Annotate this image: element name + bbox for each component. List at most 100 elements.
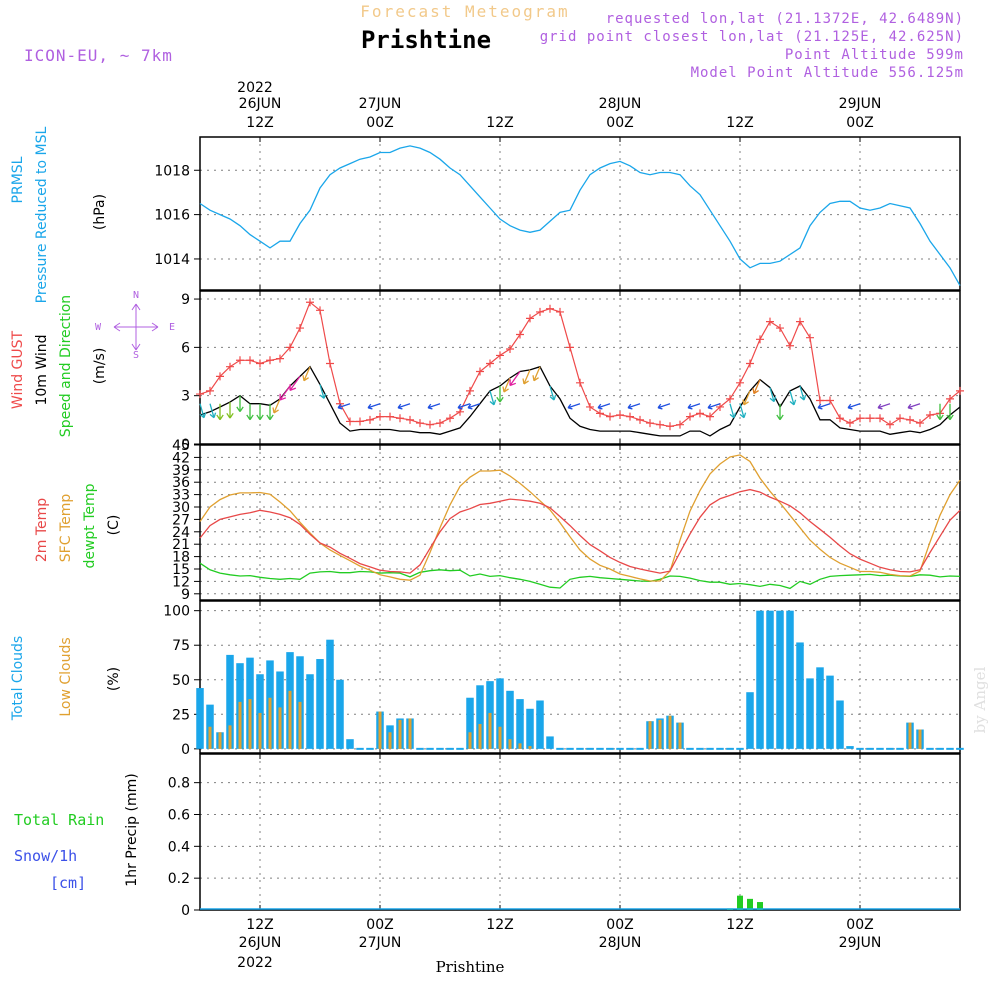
precip-bar: [737, 895, 743, 910]
sfc-temp-series-line: [199, 454, 961, 582]
gust-marker: [726, 394, 734, 403]
wind-direction-arrow: [266, 403, 274, 421]
gust-marker: [646, 419, 654, 428]
y-tick-label: 0.4: [168, 839, 190, 855]
wind-direction-arrow: [289, 375, 301, 391]
wind-direction-arrow: [567, 403, 581, 410]
supertitle: Forecast Meteogram: [360, 2, 569, 21]
wind-direction-arrow: [769, 387, 777, 403]
low-cloud-bar: [228, 725, 232, 749]
gust-marker: [556, 307, 564, 316]
bottom-hour-label: 00Z: [366, 917, 393, 933]
wind-direction-arrow: [467, 403, 481, 410]
total-cloud-bar: [306, 674, 314, 749]
gust-marker: [366, 415, 374, 424]
pressure-panel-labels: PRMSL Pressure Reduced to MSL (hPa): [10, 126, 108, 303]
point-altitude: Point Altitude 599m: [785, 47, 964, 63]
y-tick-label: 0.2: [168, 871, 190, 887]
total-cloud-bar: [846, 746, 854, 749]
total-cloud-bar: [746, 692, 754, 749]
wind-direction-arrow: [236, 395, 244, 413]
low-cloud-bar: [238, 701, 242, 749]
low-cloud-bar: [508, 739, 512, 749]
pressure-series-line: [199, 145, 961, 286]
low-cloud-bar: [208, 726, 212, 749]
wind-direction-arrow: [532, 366, 541, 382]
low-cloud-bar: [498, 726, 502, 749]
gust-marker: [566, 343, 574, 352]
gust-label: Wind GUST: [10, 330, 26, 409]
dewpoint-series-line: [199, 562, 961, 590]
temp-panel-labels: 2m Temp SFC Temp dewpt Temp (C): [34, 483, 122, 568]
total-cloud-bar: [776, 610, 784, 749]
gust-marker: [526, 314, 534, 323]
sfc-label: SFC Temp: [58, 494, 74, 563]
precip-panel-labels: Total Rain Snow/1h [cm] 1hr Precip (mm): [14, 773, 140, 892]
gust-marker: [676, 420, 684, 429]
compass-arrows-icon: [113, 303, 159, 351]
wind-direction-arrow: [397, 403, 411, 410]
gust-marker: [746, 359, 754, 368]
wind-direction-arrow: [907, 403, 921, 410]
total-cloud-bar: [346, 739, 354, 749]
y-tick-label: 18: [172, 550, 190, 566]
gust-marker: [296, 324, 304, 333]
gust-marker: [896, 414, 904, 423]
y-tick-label: 0: [181, 742, 190, 758]
gridpoint-coords: grid point closest lon,lat (21.125E, 42.…: [540, 29, 964, 45]
gust-marker: [836, 414, 844, 423]
total-cloud-bar: [806, 678, 814, 749]
gust-marker: [386, 412, 394, 421]
gust-marker: [376, 412, 384, 421]
y-tick-label: 0.6: [168, 807, 190, 823]
y-tick-label: 42: [172, 450, 190, 466]
y-tick-label: 15: [172, 562, 190, 578]
wind-direction-arrow: [776, 403, 784, 421]
low-cloud-bar: [488, 712, 492, 749]
gust-marker: [546, 304, 554, 313]
wind-direction-arrow: [739, 403, 747, 419]
gust-marker: [496, 351, 504, 360]
gust-marker: [626, 412, 634, 421]
gust-marker: [866, 414, 874, 423]
low-cloud-bar: [518, 743, 522, 749]
low-cloud-bar: [468, 732, 472, 749]
low-cloud-bar: [288, 690, 292, 749]
top-year-label: 2022: [237, 80, 273, 96]
model-name: ICON-EU, ~ 7km: [24, 46, 173, 65]
y-tick-label: 36: [172, 475, 190, 491]
wind-label: 10m Wind: [34, 334, 50, 405]
wind-direction-arrow: [319, 384, 327, 399]
panel-frame: [199, 600, 961, 754]
top-hour-label: 12Z: [486, 115, 513, 131]
wind-direction-arrow: [209, 403, 217, 419]
gust-marker: [596, 409, 604, 418]
compass-s: S: [133, 350, 139, 361]
total-cloud-bar: [326, 639, 334, 749]
total-cloud-bar: [336, 679, 344, 749]
y-tick-label: 1014: [154, 252, 190, 268]
bottom-time-axis: 12Z 26JUN 00Z 27JUN 12Z 00Z 28JUN 12Z 00Z 29JUN: [239, 917, 882, 951]
bottom-hour-label: 12Z: [486, 917, 513, 933]
bottom-date-label: 26JUN: [239, 935, 282, 951]
wind-direction-arrow: [216, 403, 224, 421]
top-hour-label: 12Z: [726, 115, 753, 131]
total-cloud-bar: [256, 674, 264, 749]
t2m-series-line: [199, 488, 961, 574]
total-clouds-label: Total Clouds: [10, 636, 26, 721]
wind-direction-arrow: [707, 403, 721, 410]
y-tick-label: 9: [181, 292, 190, 308]
total-cloud-bar: [816, 667, 824, 749]
requested-coords: requested lon,lat (21.1372E, 42.6489N): [606, 11, 964, 27]
low-cloud-bar: [398, 719, 402, 749]
y-tick-label: 100: [163, 604, 190, 620]
wind-direction-arrow: [337, 403, 351, 410]
wind-direction-arrow: [272, 398, 281, 414]
total-cloud-bar: [766, 610, 774, 749]
gust-marker: [406, 415, 414, 424]
wind-direction-arrow: [489, 390, 497, 406]
wind-unit: (m/s): [92, 348, 108, 385]
location-title: Prishtine: [361, 26, 491, 54]
